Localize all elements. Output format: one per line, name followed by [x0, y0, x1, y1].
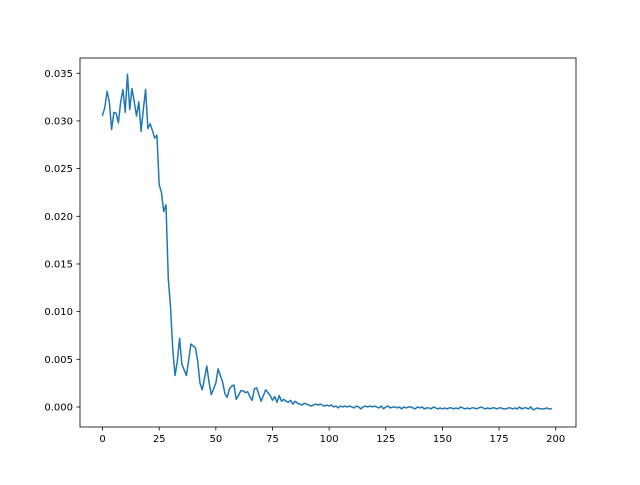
x-tick-label: 25	[153, 434, 166, 445]
y-tick-label: 0.035	[44, 69, 73, 80]
y-tick-label: 0.015	[44, 259, 73, 270]
x-tick-label: 125	[376, 434, 395, 445]
y-tick-label: 0.010	[44, 307, 73, 318]
x-tick-label: 50	[209, 434, 222, 445]
y-tick-label: 0.025	[44, 164, 73, 175]
y-tick-label: 0.000	[44, 402, 73, 413]
x-tick-label: 175	[490, 434, 509, 445]
x-axis: 0 25 50 75 100 125 150 175 200	[99, 427, 565, 445]
x-tick-label: 0	[99, 434, 105, 445]
series-line	[101, 73, 552, 411]
x-tick-label: 150	[433, 434, 452, 445]
series-group	[101, 73, 552, 411]
y-tick-label: 0.020	[44, 212, 73, 223]
y-tick-label: 0.030	[44, 116, 73, 127]
plot-area	[80, 58, 576, 427]
x-tick-label: 100	[320, 434, 339, 445]
x-tick-label: 75	[266, 434, 279, 445]
y-axis: 0.000 0.005 0.010 0.015 0.020 0.025 0.030 0.035	[44, 69, 80, 413]
y-tick-label: 0.005	[44, 355, 73, 366]
x-tick-label: 200	[546, 434, 565, 445]
axes-frame	[79, 57, 577, 428]
